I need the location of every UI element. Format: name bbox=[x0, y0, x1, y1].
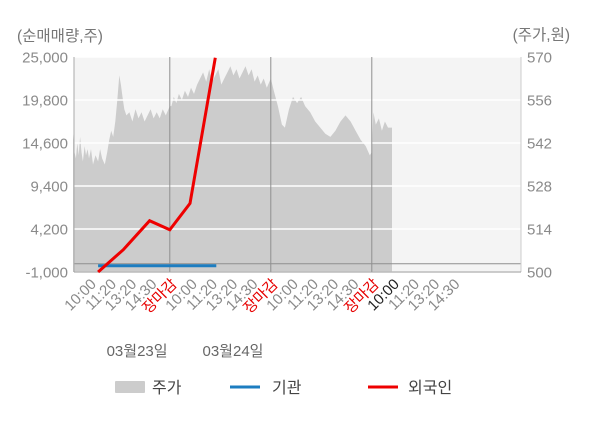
right-axis-tick-label: 514 bbox=[527, 222, 552, 239]
date-label: 03월24일 bbox=[203, 343, 264, 360]
left-axis-tick-label: -1,000 bbox=[25, 265, 68, 282]
left-axis-tick-label: 14,600 bbox=[22, 136, 68, 153]
right-axis-unit-label: (주가,원) bbox=[513, 26, 570, 44]
left-axis-tick-labels: 25,000 19,800 14,600 9,400 4,200 -1,000 bbox=[22, 50, 68, 282]
right-axis-tick-label: 570 bbox=[527, 50, 552, 67]
left-axis-unit-label: (순매매량,주) bbox=[17, 27, 103, 45]
legend-item-foreign[interactable]: 외국인 bbox=[368, 379, 452, 397]
legend-label-foreign: 외국인 bbox=[408, 379, 452, 397]
legend-label-institution: 기관 bbox=[272, 379, 302, 397]
right-axis-tick-label: 542 bbox=[527, 136, 552, 153]
legend-label-price: 주가 bbox=[152, 379, 182, 397]
right-axis-tick-label: 556 bbox=[527, 93, 552, 110]
right-axis-tick-label: 528 bbox=[527, 179, 552, 196]
right-axis-tick-label: 500 bbox=[527, 265, 552, 282]
price-area-swatch bbox=[115, 381, 145, 393]
day-divider-gridlines bbox=[169, 57, 373, 272]
foreign-line-series bbox=[97, 57, 217, 274]
date-label: 03월23일 bbox=[107, 343, 168, 360]
x-axis-tick-labels: 10:0011:2013:2014:30장마감10:0011:2013:2014… bbox=[61, 276, 463, 317]
left-axis-tick-label: 19,800 bbox=[22, 93, 68, 110]
legend-item-institution[interactable]: 기관 bbox=[230, 379, 302, 397]
legend: 주가 기관 외국인 bbox=[115, 379, 452, 397]
legend-item-price[interactable]: 주가 bbox=[115, 379, 182, 397]
date-labels: 03월23일 03월24일 bbox=[107, 343, 264, 360]
left-axis-tick-label: 25,000 bbox=[22, 50, 68, 67]
left-axis-tick-label: 4,200 bbox=[30, 222, 68, 239]
right-axis-tick-labels: 570 556 542 528 514 500 bbox=[527, 50, 552, 282]
left-axis-tick-label: 9,400 bbox=[30, 179, 68, 196]
